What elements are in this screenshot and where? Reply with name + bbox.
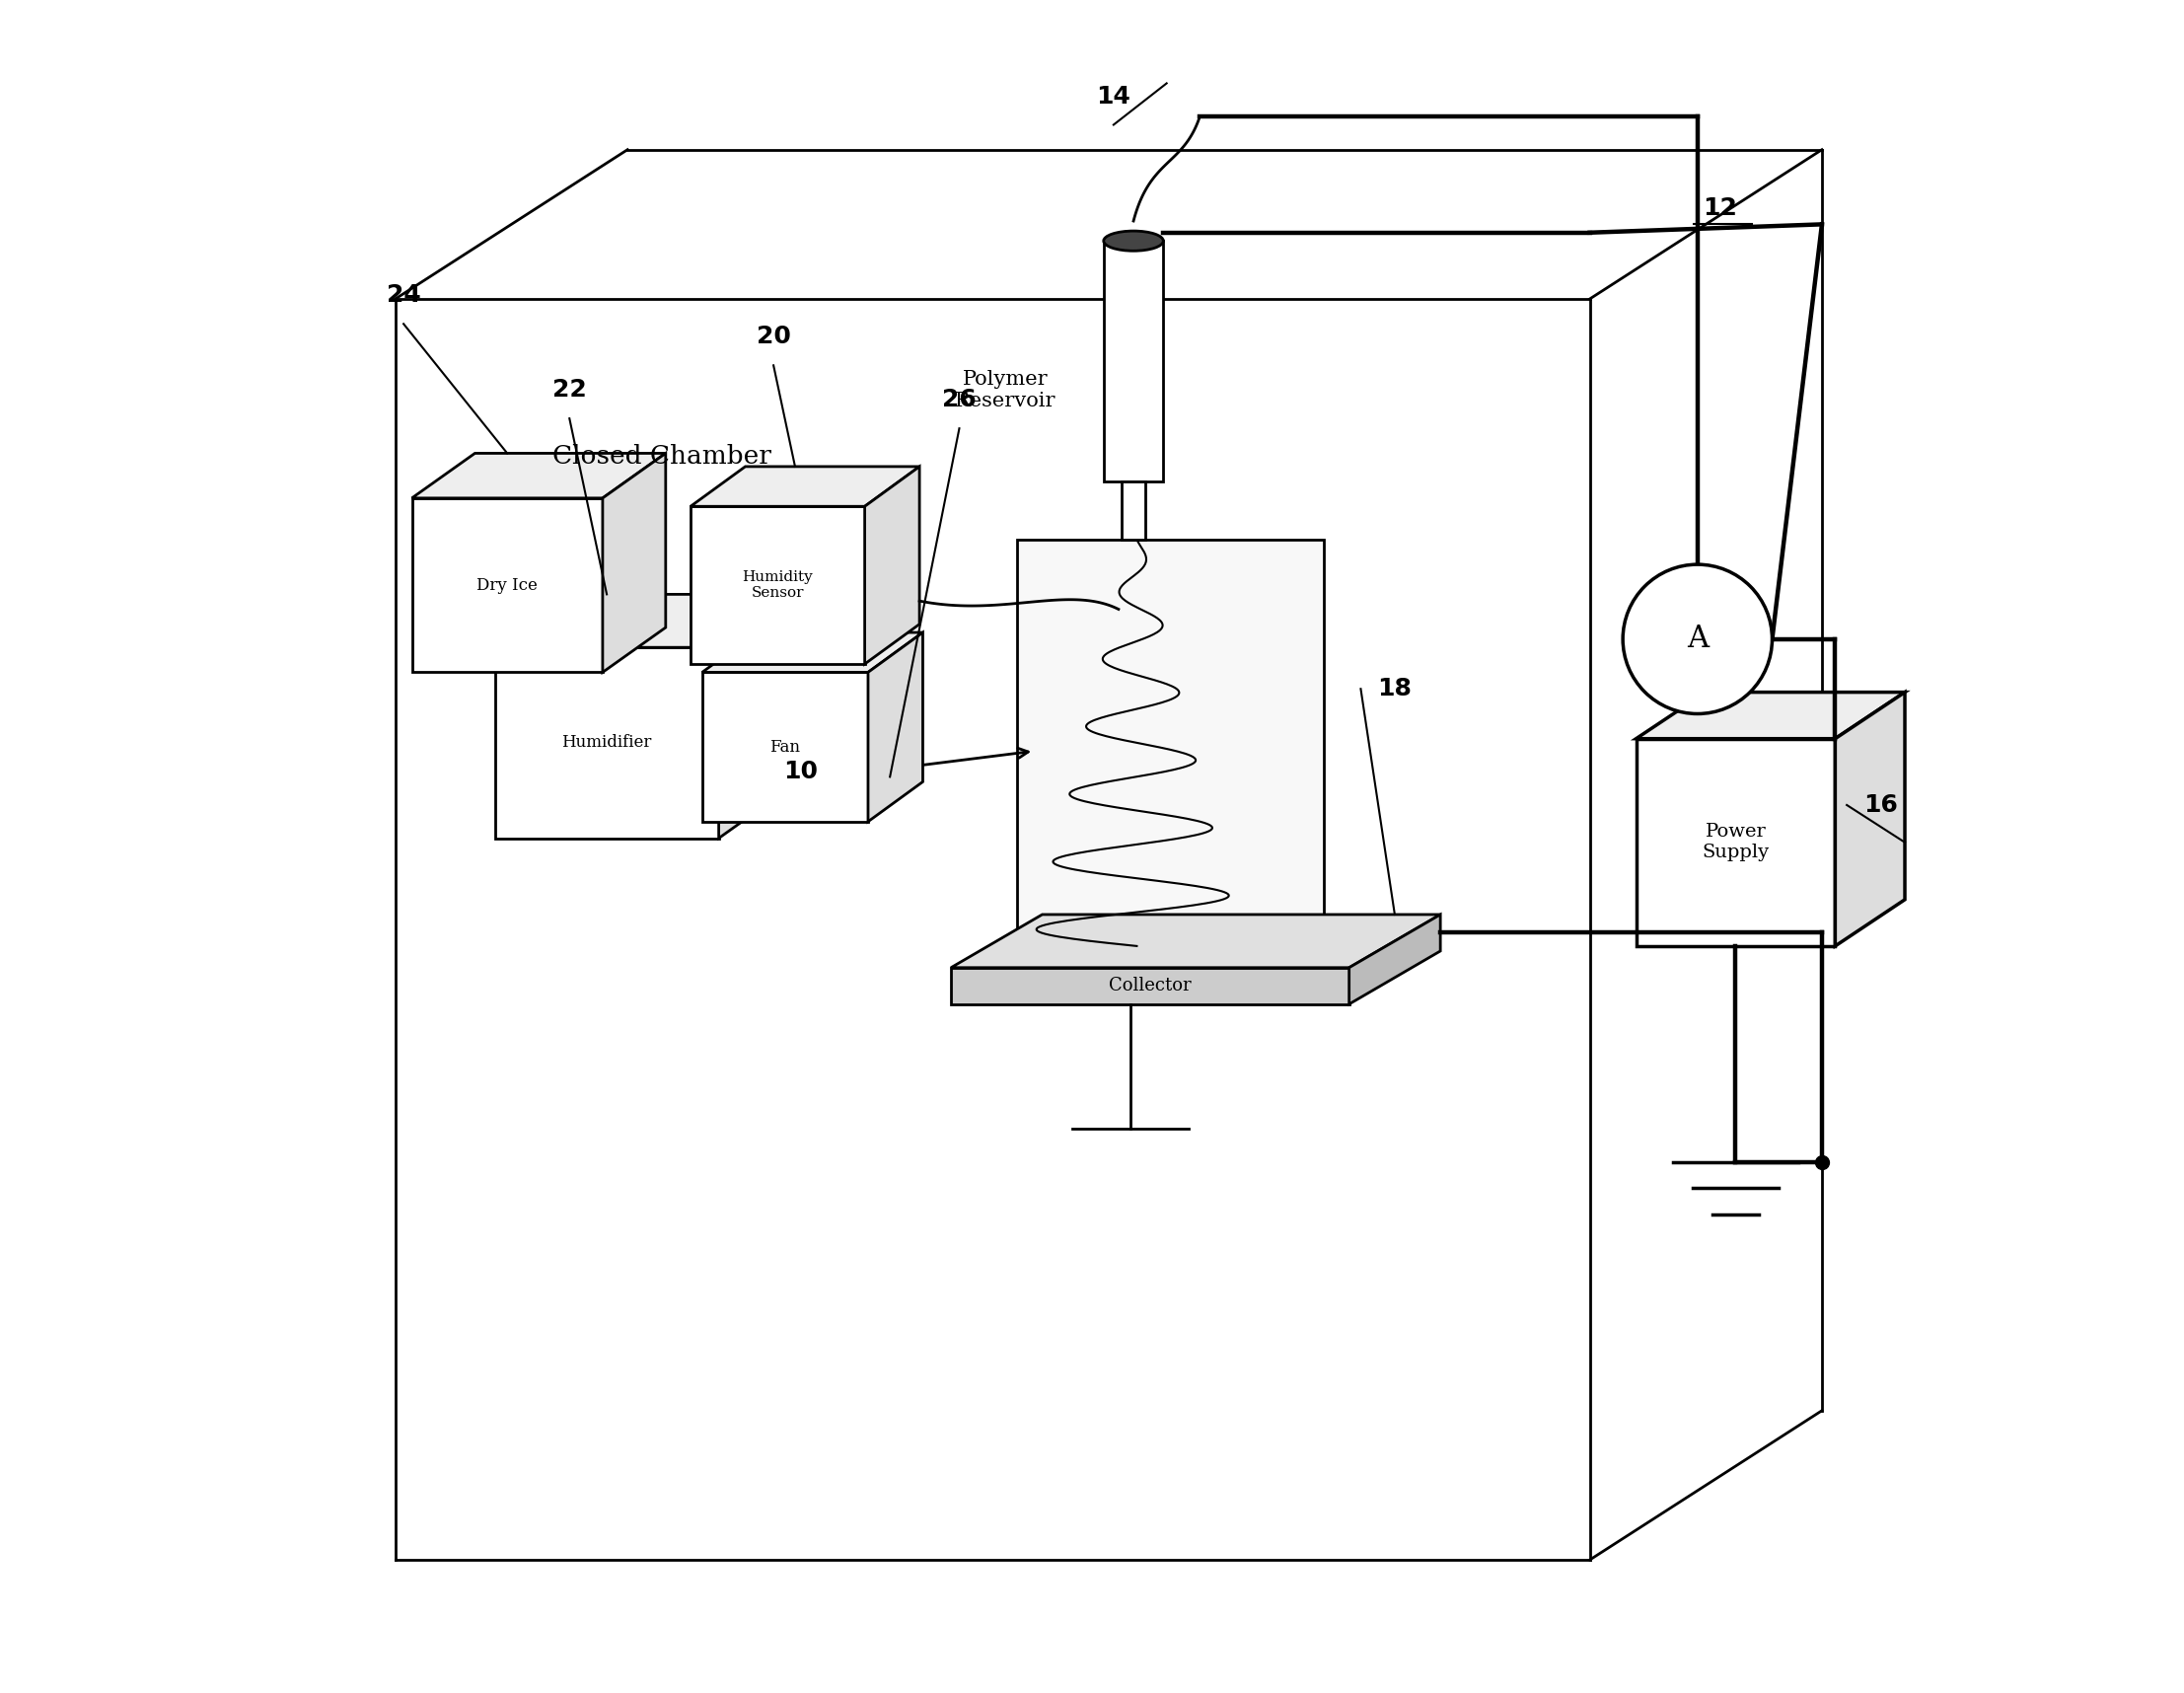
Polygon shape	[496, 594, 793, 647]
Polygon shape	[1835, 692, 1904, 946]
Text: 20: 20	[756, 325, 791, 349]
Polygon shape	[1103, 240, 1164, 481]
Text: Dry Ice: Dry Ice	[476, 577, 537, 594]
Text: Fan: Fan	[769, 738, 799, 755]
Polygon shape	[703, 633, 924, 672]
Polygon shape	[690, 467, 919, 506]
Polygon shape	[867, 633, 924, 821]
Text: 26: 26	[941, 388, 976, 411]
Polygon shape	[1018, 540, 1324, 963]
Text: 14: 14	[1096, 85, 1131, 108]
Text: 18: 18	[1378, 677, 1411, 701]
Circle shape	[1623, 564, 1771, 714]
Polygon shape	[865, 467, 919, 664]
Text: 10: 10	[784, 760, 819, 784]
Text: 22: 22	[553, 378, 587, 401]
Polygon shape	[703, 672, 867, 821]
Polygon shape	[603, 454, 666, 672]
Text: 12: 12	[1704, 196, 1736, 220]
Polygon shape	[719, 594, 793, 838]
Text: Closed Chamber: Closed Chamber	[553, 444, 771, 469]
Text: 24: 24	[387, 284, 422, 308]
Polygon shape	[690, 506, 865, 664]
Polygon shape	[413, 498, 603, 672]
Text: Power
Supply: Power Supply	[1701, 823, 1769, 862]
Polygon shape	[1636, 692, 1904, 738]
Polygon shape	[496, 647, 719, 838]
Polygon shape	[1123, 481, 1144, 540]
Text: Humidifier: Humidifier	[561, 735, 651, 752]
Polygon shape	[1636, 738, 1835, 946]
Text: Collector: Collector	[1109, 977, 1190, 995]
Polygon shape	[413, 454, 666, 498]
Polygon shape	[1350, 914, 1441, 1004]
Polygon shape	[950, 968, 1350, 1004]
Ellipse shape	[1103, 230, 1164, 251]
Text: 16: 16	[1863, 794, 1898, 816]
Polygon shape	[950, 914, 1441, 968]
Text: A: A	[1686, 623, 1708, 655]
Text: Polymer
Reservoir: Polymer Reservoir	[954, 371, 1057, 410]
Text: Humidity
Sensor: Humidity Sensor	[743, 571, 812, 599]
